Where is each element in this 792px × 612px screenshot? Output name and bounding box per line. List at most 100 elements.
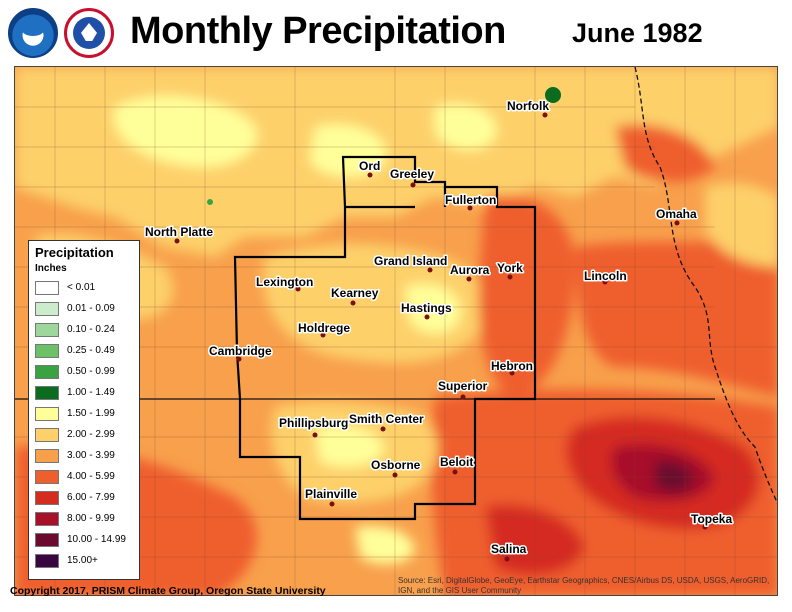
svg-text:Holdrege: Holdrege xyxy=(298,321,350,335)
city-norfolk: Norfolk xyxy=(506,98,551,118)
svg-text:Salina: Salina xyxy=(491,542,527,556)
city-grand-island: Grand Island xyxy=(373,253,449,273)
legend-swatch xyxy=(35,386,59,400)
city-holdrege: Holdrege xyxy=(297,320,352,338)
legend-label: 6.00 - 7.99 xyxy=(67,492,115,503)
legend-item: 6.00 - 7.99 xyxy=(35,491,139,507)
city-cambridge: Cambridge xyxy=(208,343,274,362)
source-credits: Source: Esri, DigitalGlobe, GeoEye, Eart… xyxy=(398,576,770,595)
city-greeley: Greeley xyxy=(389,166,436,188)
svg-text:Lexington: Lexington xyxy=(256,275,313,289)
legend-item: 1.50 - 1.99 xyxy=(35,407,139,423)
legend-item: 15.00+ xyxy=(35,554,139,570)
city-topeka: Topeka xyxy=(690,511,734,530)
legend-swatch xyxy=(35,512,59,526)
city-fullerton: Fullerton xyxy=(444,192,498,211)
city-lexington: Lexington xyxy=(255,274,315,292)
legend-swatch xyxy=(35,302,59,316)
legend-swatch xyxy=(35,323,59,337)
legend-label: 0.50 - 0.99 xyxy=(67,366,115,377)
svg-text:Ord: Ord xyxy=(359,159,380,173)
legend-item: 0.01 - 0.09 xyxy=(35,302,139,318)
legend-swatch xyxy=(35,470,59,484)
svg-text:Topeka: Topeka xyxy=(691,512,732,526)
legend-swatch xyxy=(35,449,59,463)
svg-text:Aurora: Aurora xyxy=(450,263,490,277)
green-spot-norfolk xyxy=(545,87,561,103)
svg-text:Superior: Superior xyxy=(438,379,488,393)
svg-text:Kearney: Kearney xyxy=(331,286,379,300)
city-phillipsburg: Phillipsburg xyxy=(278,415,350,438)
legend-label: 2.00 - 2.99 xyxy=(67,429,115,440)
svg-text:York: York xyxy=(497,261,523,275)
legend-swatch xyxy=(35,365,59,379)
city-hastings: Hastings xyxy=(400,300,454,320)
noaa-logo xyxy=(8,8,58,58)
legend-item: 4.00 - 5.99 xyxy=(35,470,139,486)
city-kearney: Kearney xyxy=(330,285,380,306)
svg-text:Omaha: Omaha xyxy=(656,207,697,221)
legend-item: 2.00 - 2.99 xyxy=(35,428,139,444)
region-outline xyxy=(233,155,537,521)
legend-title: Precipitation xyxy=(35,245,114,260)
legend-label: 0.01 - 0.09 xyxy=(67,303,115,314)
svg-text:Beloit: Beloit xyxy=(440,455,473,469)
city-hebron: Hebron xyxy=(490,358,535,376)
city-lincoln: Lincoln xyxy=(583,268,628,285)
legend-label: 10.00 - 14.99 xyxy=(67,534,126,545)
svg-text:Fullerton: Fullerton xyxy=(445,193,496,207)
legend-item: 3.00 - 3.99 xyxy=(35,449,139,465)
city-ord: Ord xyxy=(358,158,382,178)
legend-swatch xyxy=(35,554,59,568)
svg-text:Hebron: Hebron xyxy=(491,359,533,373)
header: Monthly Precipitation June 1982 xyxy=(0,0,792,66)
legend-swatch xyxy=(35,281,59,295)
city-north-platte: North Platte xyxy=(144,224,215,244)
legend-label: 0.10 - 0.24 xyxy=(67,324,115,335)
legend-label: 1.50 - 1.99 xyxy=(67,408,115,419)
legend-label: 4.00 - 5.99 xyxy=(67,471,115,482)
legend-item: 0.50 - 0.99 xyxy=(35,365,139,381)
legend-label: < 0.01 xyxy=(67,282,96,293)
legend-item: 0.10 - 0.24 xyxy=(35,323,139,339)
city-superior: Superior xyxy=(437,378,489,400)
svg-text:Lincoln: Lincoln xyxy=(584,269,627,283)
city-markers: Norfolk Ord Greeley Fullerton Omaha Nort… xyxy=(144,98,734,562)
green-spot-west xyxy=(207,199,213,205)
map-period: June 1982 xyxy=(572,18,703,48)
legend-label: 8.00 - 9.99 xyxy=(67,513,115,524)
svg-text:Cambridge: Cambridge xyxy=(209,344,272,358)
legend-label: 3.00 - 3.99 xyxy=(67,450,115,461)
svg-text:Osborne: Osborne xyxy=(371,458,421,472)
legend-item: 10.00 - 14.99 xyxy=(35,533,139,549)
legend-units: Inches xyxy=(35,263,67,274)
svg-text:Norfolk: Norfolk xyxy=(507,99,549,113)
legend-swatch xyxy=(35,533,59,547)
legend-swatch xyxy=(35,407,59,421)
city-salina: Salina xyxy=(490,541,528,562)
city-omaha: Omaha xyxy=(655,206,699,226)
svg-text:Plainville: Plainville xyxy=(305,487,357,501)
legend-swatch xyxy=(35,344,59,358)
legend-item: 8.00 - 9.99 xyxy=(35,512,139,528)
svg-text:Phillipsburg: Phillipsburg xyxy=(279,416,348,430)
legend-item: 1.00 - 1.49 xyxy=(35,386,139,402)
city-york: York xyxy=(496,260,525,280)
svg-text:Greeley: Greeley xyxy=(390,167,434,181)
legend-item: < 0.01 xyxy=(35,281,139,297)
legend-swatch xyxy=(35,491,59,505)
svg-text:North Platte: North Platte xyxy=(145,225,213,239)
svg-text:Smith Center: Smith Center xyxy=(349,412,424,426)
legend-label: 0.25 - 0.49 xyxy=(67,345,115,356)
city-smith-center: Smith Center xyxy=(348,411,426,432)
map-title: Monthly Precipitation xyxy=(130,10,506,52)
city-aurora: Aurora xyxy=(449,262,491,282)
city-beloit: Beloit xyxy=(439,454,475,475)
svg-text:Hastings: Hastings xyxy=(401,301,452,315)
legend-item: 0.25 - 0.49 xyxy=(35,344,139,360)
precipitation-legend: Precipitation Inches < 0.01 0.01 - 0.09 0.… xyxy=(28,240,140,580)
copyright-text: Copyright 2017, PRISM Climate Group, Ore… xyxy=(10,585,326,597)
legend-label: 15.00+ xyxy=(67,555,98,566)
city-plainville: Plainville xyxy=(304,486,359,507)
legend-swatch xyxy=(35,428,59,442)
